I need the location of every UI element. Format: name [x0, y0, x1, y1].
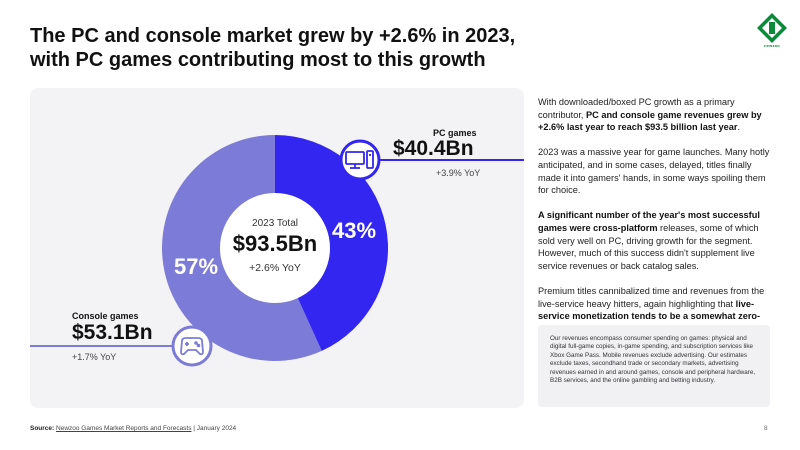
console-games-yoy: +1.7% YoY — [72, 352, 117, 362]
gamepad-icon — [180, 337, 204, 356]
pc-games-yoy: +3.9% YoY — [436, 168, 481, 178]
console-games-label: Console games — [72, 311, 139, 321]
center-total-label: 2023 Total — [252, 218, 298, 229]
source-date: | January 2024 — [191, 425, 237, 432]
source-footer: Source: Newzoo Games Market Reports and … — [30, 425, 236, 432]
pc-share-label: 43% — [332, 218, 376, 243]
donut-center — [220, 193, 330, 303]
logo-wordmark: newzoo — [764, 43, 780, 48]
newzoo-logo-icon — [757, 13, 787, 43]
commentary-paragraph-1: With downloaded/boxed PC growth as a pri… — [538, 97, 762, 133]
console-games-value: $53.1Bn — [72, 321, 153, 344]
chart-panel: 2023 Total $93.5Bn +2.6% YoY 43% 57% — [30, 88, 524, 408]
source-label: Source: — [30, 425, 55, 432]
commentary-paragraph-2: 2023 was a massive year for game launche… — [538, 147, 770, 196]
donut-chart: 2023 Total $93.5Bn +2.6% YoY 43% 57% — [30, 135, 524, 367]
console-share-label: 57% — [174, 254, 218, 279]
pc-games-slice — [275, 135, 389, 351]
pc-games-value: $40.4Bn — [393, 137, 474, 160]
center-total-yoy: +2.6% YoY — [249, 262, 301, 274]
source-link[interactable]: Newzoo Games Market Reports and Forecast… — [56, 425, 192, 432]
center-total-value: $93.5Bn — [233, 231, 317, 256]
console-icon-badge — [171, 325, 213, 367]
page-title-line-2: with PC games contributing most to this … — [30, 49, 486, 71]
page-title: The PC and console market grew by +2.6% … — [30, 24, 550, 72]
commentary-text: With downloaded/boxed PC growth as a pri… — [538, 96, 773, 348]
page-number: 8 — [764, 425, 768, 432]
methodology-note: Our revenues encompass consumer spending… — [538, 325, 770, 407]
pc-games-label: PC games — [433, 128, 477, 138]
page-title-line-1: The PC and console market grew by +2.6% … — [30, 25, 516, 47]
commentary-paragraph-3: A significant number of the year's most … — [538, 210, 760, 271]
desktop-pc-icon — [345, 150, 374, 169]
